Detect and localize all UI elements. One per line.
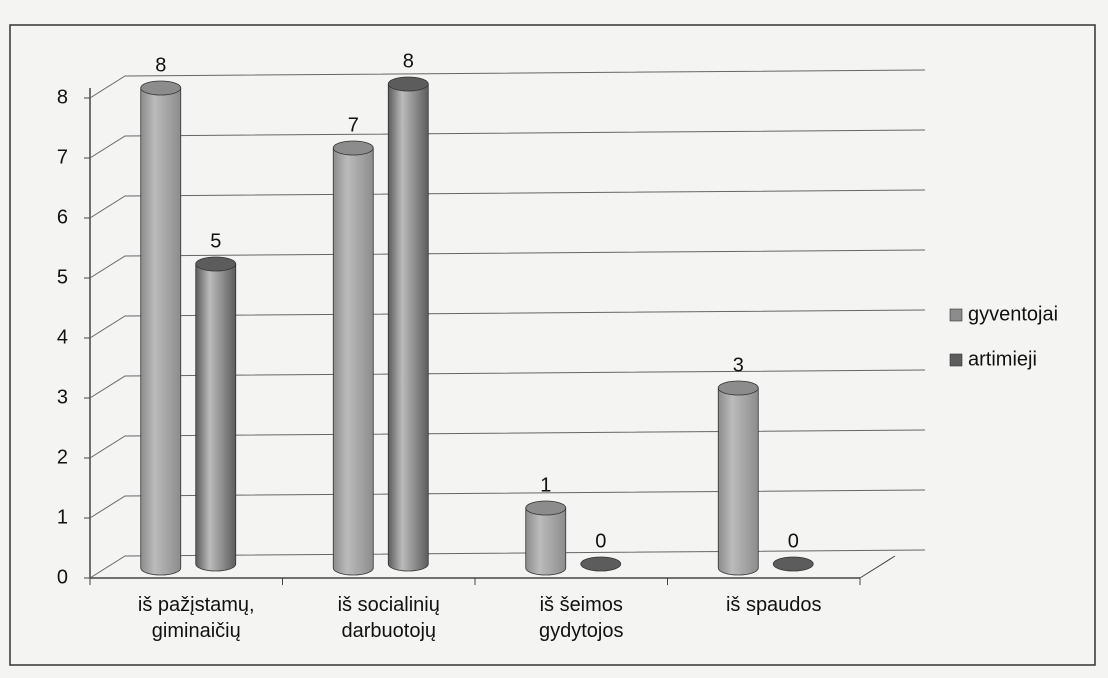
bar-top bbox=[772, 556, 814, 572]
bar-top bbox=[387, 76, 429, 92]
value-label: 8 bbox=[403, 50, 414, 72]
bar-body bbox=[195, 263, 237, 572]
legend-label: artimieji bbox=[968, 348, 1037, 370]
value-label: 1 bbox=[540, 474, 551, 496]
legend-swatch bbox=[949, 308, 963, 322]
y-tick-label: 5 bbox=[57, 266, 68, 288]
floor-edge bbox=[859, 555, 896, 579]
x-tick-label: iš socialinių darbuotojų bbox=[337, 594, 440, 642]
value-label: 8 bbox=[155, 54, 166, 76]
y-tick-label: 4 bbox=[57, 326, 68, 348]
grid-line bbox=[89, 69, 926, 99]
bar bbox=[717, 380, 759, 576]
y-tick-label: 7 bbox=[57, 146, 68, 168]
value-label: 0 bbox=[595, 530, 606, 552]
bar-top bbox=[195, 256, 237, 272]
value-label: 3 bbox=[733, 354, 744, 376]
bar bbox=[580, 556, 622, 572]
bar-body bbox=[525, 507, 567, 576]
y-tick-label: 3 bbox=[57, 386, 68, 408]
x-tick-label: iš pažįstamų, giminaičių bbox=[137, 594, 255, 642]
bar bbox=[387, 76, 429, 572]
bar-top bbox=[717, 380, 759, 396]
bar-top bbox=[332, 140, 374, 156]
y-tick-label: 2 bbox=[57, 446, 68, 468]
value-label: 0 bbox=[788, 530, 799, 552]
grid-line bbox=[89, 549, 926, 579]
y-tick-label: 8 bbox=[57, 86, 68, 108]
grid-line bbox=[89, 309, 926, 339]
y-tick-label: 1 bbox=[57, 506, 68, 528]
x-tick-label: iš šeimos gydytojos bbox=[539, 594, 624, 642]
chart-frame bbox=[9, 24, 1096, 666]
bar-body bbox=[140, 87, 182, 576]
grid-line bbox=[89, 429, 926, 459]
value-label: 7 bbox=[348, 114, 359, 136]
bar bbox=[140, 80, 182, 576]
legend-label: gyventojai bbox=[968, 303, 1058, 325]
bar bbox=[525, 500, 567, 576]
grid-line bbox=[89, 189, 926, 219]
bar-top bbox=[525, 500, 567, 516]
bar-top bbox=[140, 80, 182, 96]
x-tick-label: iš spaudos bbox=[725, 594, 822, 616]
grid-line bbox=[89, 489, 926, 519]
grid-line bbox=[89, 249, 926, 279]
bar bbox=[332, 140, 374, 576]
y-tick-label: 6 bbox=[57, 206, 68, 228]
bar-body bbox=[717, 387, 759, 576]
bar-body bbox=[332, 147, 374, 576]
grid-line bbox=[89, 129, 926, 159]
legend-swatch bbox=[949, 353, 963, 367]
bar-body bbox=[387, 83, 429, 572]
bar-top bbox=[580, 556, 622, 572]
grid-line bbox=[89, 369, 926, 399]
value-label: 5 bbox=[210, 230, 221, 252]
bar bbox=[772, 556, 814, 572]
y-tick-label: 0 bbox=[57, 566, 68, 588]
bar bbox=[195, 256, 237, 572]
